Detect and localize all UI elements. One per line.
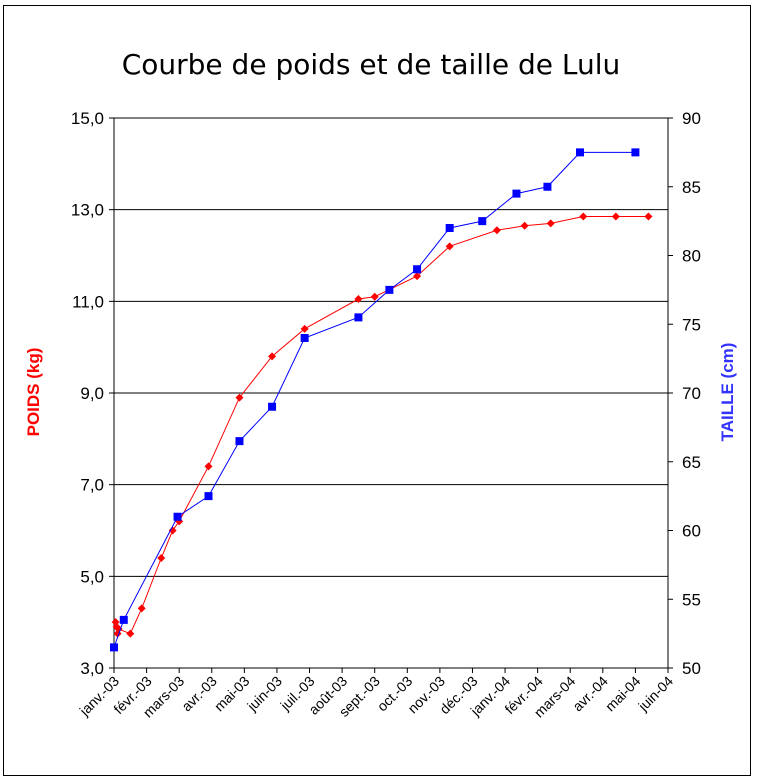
y-right-axis-title: TAILLE (cm) <box>718 343 737 442</box>
poids-point <box>268 352 277 361</box>
y-left-tick-label: 13,0 <box>71 201 104 220</box>
poids-point <box>611 212 620 221</box>
poids-point <box>492 226 501 235</box>
poids-point <box>114 625 123 634</box>
x-tick-label: juin-03 <box>243 673 285 715</box>
poids-point <box>413 272 422 281</box>
y-left-tick-label: 3,0 <box>80 659 104 678</box>
x-tick-label: avr.-03 <box>178 673 220 715</box>
taille-point <box>445 224 454 232</box>
y-right-tick-label: 85 <box>682 178 701 197</box>
taille-point <box>235 437 244 446</box>
taille-point <box>173 512 182 521</box>
poids-point <box>300 324 309 333</box>
poids-point <box>137 604 146 613</box>
poids-point <box>168 526 177 535</box>
series-line-poids <box>115 216 649 635</box>
taille-point <box>119 615 128 624</box>
taille-point <box>268 402 277 411</box>
poids-point <box>445 242 454 251</box>
taille-point <box>204 492 213 501</box>
taille-point <box>385 285 394 294</box>
taille-point <box>413 265 422 274</box>
x-tick-label: avr.-04 <box>569 673 611 715</box>
x-tick-label: mai-03 <box>211 673 253 715</box>
poids-point <box>644 212 653 221</box>
y-right-tick-label: 50 <box>682 659 701 678</box>
poids-point <box>354 295 363 304</box>
series-line-taille <box>113 151 636 648</box>
chart-title: Courbe de poids et de taille de Lulu <box>122 48 621 81</box>
x-tick-label: juin-04 <box>634 673 676 715</box>
y-right-tick-label: 75 <box>682 315 701 334</box>
poids-point <box>520 221 529 230</box>
taille-point <box>631 148 640 157</box>
y-left-tick-label: 9,0 <box>80 384 104 403</box>
series-layer <box>110 148 653 652</box>
poids-point <box>370 292 379 301</box>
taille-point <box>543 182 552 191</box>
taille-point <box>300 334 309 342</box>
y-left-tick-label: 7,0 <box>80 476 104 495</box>
y-right-tick-label: 70 <box>682 384 701 403</box>
poids-point <box>579 212 588 221</box>
y-left-tick-label: 5,0 <box>80 567 104 586</box>
y-right-tick-label: 60 <box>682 522 701 541</box>
y-right-tick-label: 65 <box>682 453 701 472</box>
y-right-tick-label: 55 <box>682 590 701 609</box>
grid-layer <box>114 209 668 577</box>
poids-point <box>204 462 213 471</box>
x-tick-label: janv.-03 <box>76 673 123 720</box>
taille-point <box>576 148 585 157</box>
taille-point <box>512 189 521 198</box>
taille-point <box>354 313 363 322</box>
poids-point <box>157 554 166 562</box>
y-right-tick-label: 80 <box>682 247 701 266</box>
taille-point <box>478 217 487 226</box>
taille-point <box>110 643 118 652</box>
poids-point <box>546 219 555 228</box>
y-left-tick-label: 11,0 <box>72 292 104 311</box>
y-left-tick-label: 15,0 <box>71 109 104 128</box>
poids-point <box>126 629 135 638</box>
chart-frame <box>3 5 751 776</box>
poids-point <box>235 393 244 402</box>
axis-layer: 3,0 5,0 7,0 9,0 11,0 13,0 15,0 50 55 60 65 70 75 80 85… <box>71 109 701 720</box>
y-left-axis-title: POIDS (kg) <box>24 348 43 437</box>
x-tick-label: mai-04 <box>602 673 644 715</box>
y-right-tick-label: 90 <box>682 109 701 128</box>
